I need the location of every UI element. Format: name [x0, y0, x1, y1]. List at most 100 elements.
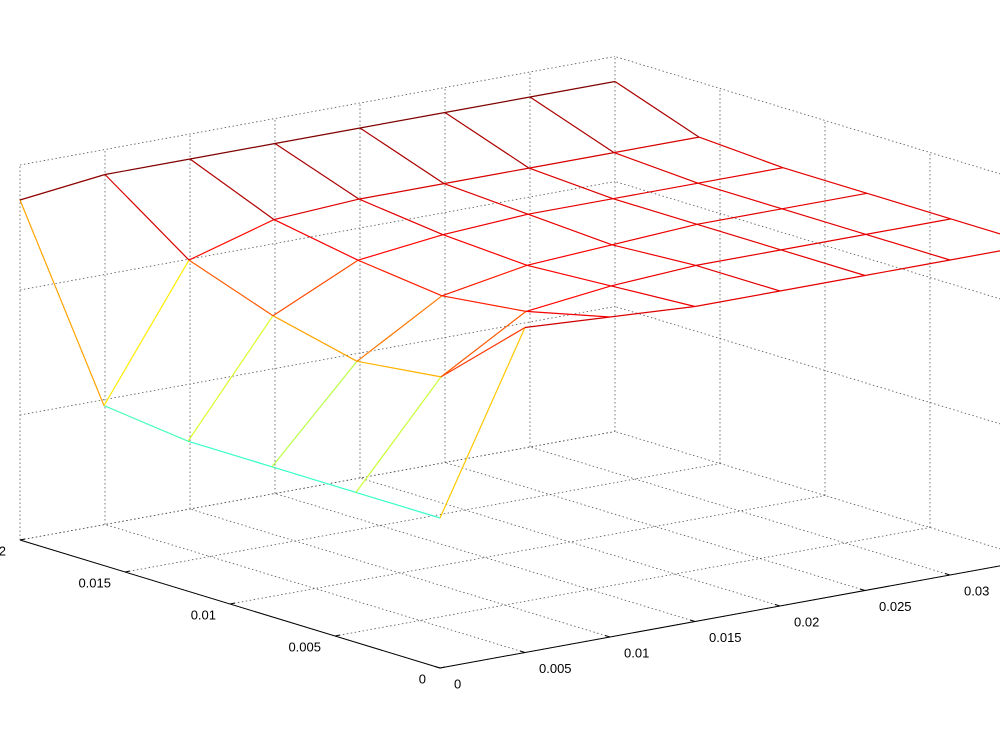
- grid-line: [614, 431, 1000, 550]
- mesh-line: [357, 234, 444, 261]
- grid-line: [104, 524, 526, 653]
- mesh-line: [780, 249, 866, 277]
- mesh-line: [188, 219, 275, 261]
- mesh-line: [529, 80, 616, 98]
- grid-line: [274, 493, 696, 622]
- grid-line: [19, 431, 616, 541]
- mesh-line: [864, 259, 951, 277]
- mesh-line: [694, 290, 781, 308]
- x-tick-label: 0: [454, 676, 461, 691]
- x-tick-label: 0.03: [964, 583, 989, 598]
- x-tick: [859, 588, 866, 591]
- mesh-line: [441, 264, 528, 297]
- y-tick: [19, 538, 26, 541]
- grid-line: [19, 431, 616, 541]
- y-tick: [439, 666, 446, 669]
- mesh-line: [443, 183, 529, 215]
- x-tick: [604, 635, 611, 638]
- mesh-line: [865, 218, 952, 235]
- mesh-line: [271, 360, 358, 468]
- mesh-line: [273, 219, 359, 261]
- mesh-line: [614, 80, 700, 138]
- grid-line: [189, 508, 611, 638]
- mesh-line: [189, 142, 276, 160]
- mesh-line: [444, 111, 530, 169]
- mesh-line: [526, 264, 612, 287]
- mesh-line: [697, 182, 783, 210]
- mesh-line: [528, 152, 615, 169]
- mesh-line: [528, 167, 614, 200]
- mesh-line: [525, 310, 611, 318]
- mesh-line: [696, 223, 782, 251]
- x-tick: [519, 650, 526, 653]
- mesh-line: [612, 182, 699, 200]
- mesh-line: [695, 249, 782, 266]
- x-tick: [774, 604, 781, 607]
- mesh-line: [358, 198, 444, 236]
- mesh-line: [442, 234, 528, 266]
- grid-line: [614, 56, 1000, 175]
- grid-line: [19, 181, 616, 291]
- mesh-line: [444, 96, 531, 114]
- mesh-line: [19, 199, 105, 406]
- mesh-line: [611, 244, 697, 266]
- mesh-line: [524, 316, 611, 329]
- mesh-line: [696, 208, 783, 225]
- mesh-line: [611, 223, 698, 246]
- mesh-line: [359, 111, 446, 129]
- y-tick: [334, 634, 341, 637]
- mesh-line: [272, 315, 358, 362]
- grid-line: [614, 306, 1000, 425]
- grid-line: [529, 446, 951, 576]
- mesh-line: [779, 274, 866, 292]
- y-tick-label: 0.005: [288, 639, 321, 654]
- x-tick: [434, 666, 441, 669]
- y-tick-label: 0.01: [191, 607, 216, 622]
- mesh-line: [780, 233, 867, 251]
- x-tick-label: 0.005: [539, 661, 572, 676]
- mesh-line: [613, 136, 700, 154]
- mesh-line: [103, 405, 189, 442]
- mesh-line: [19, 173, 106, 201]
- mesh-line: [865, 233, 951, 261]
- mesh-line: [442, 213, 529, 236]
- mesh-line: [274, 127, 361, 145]
- mesh-line: [612, 198, 698, 225]
- mesh-line: [443, 167, 530, 185]
- x-tick-label: 0.02: [794, 614, 819, 629]
- y-tick: [229, 602, 236, 605]
- mesh-line: [356, 360, 442, 378]
- mesh-line: [610, 285, 696, 308]
- mesh-line: [187, 315, 274, 442]
- mesh-line: [698, 136, 784, 169]
- mesh-line: [273, 198, 360, 221]
- mesh-line: [529, 96, 615, 154]
- x-tick-label: 0.025: [879, 599, 912, 614]
- grid-line: [334, 527, 931, 637]
- mesh-line: [527, 198, 614, 215]
- mesh-line: [440, 326, 526, 378]
- y-tick-label: 0.02: [0, 543, 6, 558]
- mesh-line: [188, 259, 274, 317]
- x-tick: [689, 619, 696, 622]
- grid-line: [19, 306, 616, 416]
- mesh-line: [949, 250, 1000, 261]
- x-tick-label: 0.015: [709, 630, 742, 645]
- mesh-line: [189, 158, 275, 221]
- mesh-line: [358, 183, 445, 200]
- mesh-line: [695, 264, 781, 292]
- mesh-line: [104, 158, 191, 176]
- mesh-line: [439, 327, 526, 519]
- grid-line: [359, 477, 781, 607]
- mesh-line: [525, 285, 612, 312]
- mesh-line: [272, 259, 359, 317]
- mesh-line: [440, 310, 527, 378]
- grid-line: [229, 495, 826, 605]
- mesh-line: [271, 466, 357, 493]
- mesh-line: [697, 167, 784, 184]
- mesh-line: [527, 213, 613, 246]
- mesh-line: [103, 259, 190, 406]
- y-tick: [124, 570, 131, 573]
